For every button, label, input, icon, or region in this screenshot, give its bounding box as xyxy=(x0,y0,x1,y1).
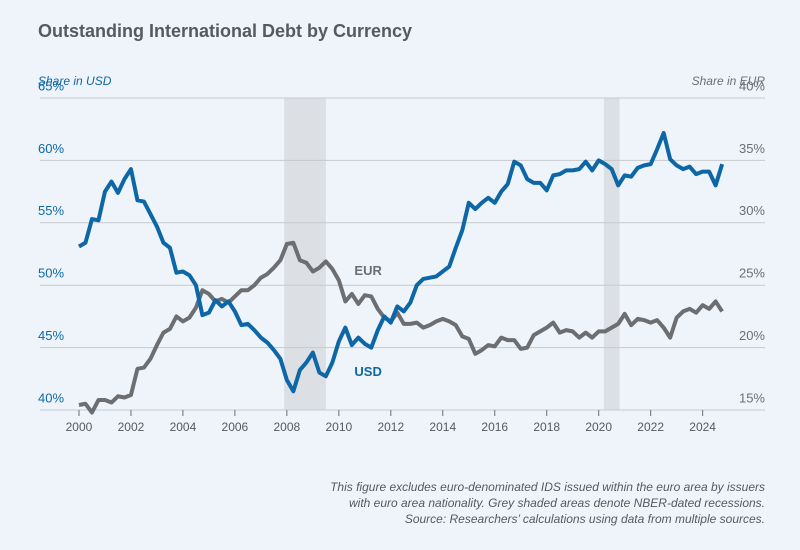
line-series xyxy=(78,240,724,415)
x-tick-label: 2016 xyxy=(481,420,508,434)
y2-tick-label: 20% xyxy=(739,328,765,343)
footnote: This figure excludes euro-denominated ID… xyxy=(330,480,765,494)
footnote: with euro area nationality. Grey shaded … xyxy=(349,496,765,510)
x-tick-label: 2024 xyxy=(689,420,716,434)
y2-tick-label: 35% xyxy=(739,141,765,156)
chart-title: Outstanding International Debt by Curren… xyxy=(38,21,412,41)
y2-axis-title: Share in EUR xyxy=(692,74,766,88)
y2-tick-label: 30% xyxy=(739,203,765,218)
x-tick-label: 2002 xyxy=(118,420,145,434)
x-tick-label: 2006 xyxy=(222,420,249,434)
footnote: Source: Researchers’ calculations using … xyxy=(405,512,765,526)
x-tick-label: 2004 xyxy=(170,420,197,434)
x-tick-label: 2000 xyxy=(66,420,93,434)
x-tick-label: 2018 xyxy=(533,420,560,434)
y-tick-label: 45% xyxy=(38,328,64,343)
annotation: USD xyxy=(354,364,381,379)
x-tick-label: 2010 xyxy=(325,420,352,434)
y2-tick-label: 25% xyxy=(739,266,765,281)
y2-tick-label: 15% xyxy=(739,390,765,405)
recession-band xyxy=(284,98,326,410)
y-tick-label: 60% xyxy=(38,141,64,156)
x-tick-label: 2022 xyxy=(637,420,664,434)
y2-tick-label: 40% xyxy=(739,78,765,93)
y-tick-label: 40% xyxy=(38,390,64,405)
line-series xyxy=(77,130,725,394)
x-tick-label: 2008 xyxy=(274,420,301,434)
x-tick-label: 2014 xyxy=(429,420,456,434)
y-axis-title: Share in USD xyxy=(38,74,112,88)
y-tick-label: 65% xyxy=(38,78,64,93)
x-tick-label: 2020 xyxy=(585,420,612,434)
x-tick-label: 2012 xyxy=(377,420,404,434)
y-tick-label: 50% xyxy=(38,266,64,281)
y-tick-label: 55% xyxy=(38,203,64,218)
annotation: EUR xyxy=(354,263,382,278)
recession-band xyxy=(603,98,620,410)
